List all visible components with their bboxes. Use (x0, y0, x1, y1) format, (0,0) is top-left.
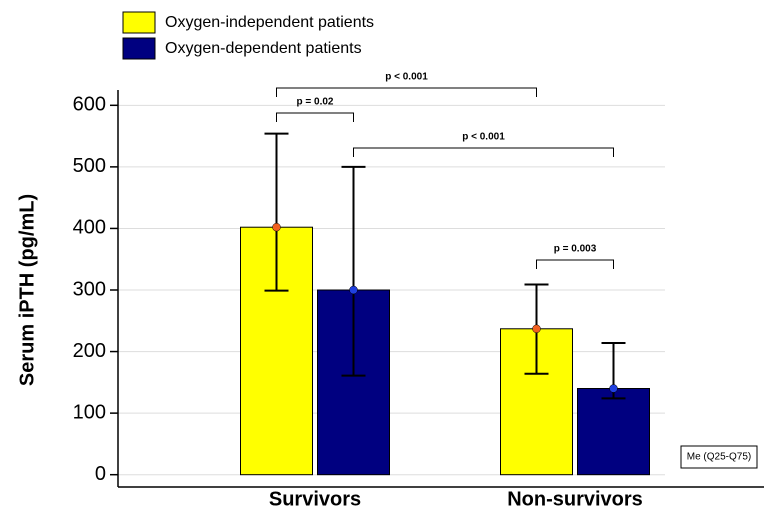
significance-bracket (276, 87, 537, 97)
annotation: p < 0.001 (385, 72, 428, 83)
annotation: p = 0.003 (554, 244, 597, 255)
median-marker (272, 222, 281, 232)
y-tick-label: 100 (73, 401, 106, 423)
x-tick-label: Survivors (269, 488, 361, 510)
annotation: p < 0.001 (462, 132, 505, 143)
note: Me (Q25-Q75) (687, 452, 751, 463)
x-tick-label: Non-survivors (507, 488, 643, 510)
y-tick-label: 400 (73, 217, 106, 239)
y-tick-label: 600 (73, 94, 106, 116)
y-tick-label: 200 (73, 340, 106, 362)
y-tick-label: 0 (95, 463, 106, 485)
y-axis-label: Serum iPTH (pg/mL) (16, 194, 38, 386)
median-marker (532, 324, 541, 334)
bar (577, 388, 650, 476)
note-box (680, 445, 758, 469)
median-marker (349, 285, 358, 295)
significance-bracket (353, 147, 614, 157)
y-tick-label: 300 (73, 278, 106, 300)
y-tick-label: 500 (73, 155, 106, 177)
annotation: p = 0.02 (297, 97, 334, 108)
legend-label: Oxygen-dependent patients (165, 40, 362, 57)
legend-swatch (122, 11, 156, 34)
significance-bracket (536, 259, 614, 269)
significance-bracket (276, 112, 354, 122)
legend-swatch (122, 37, 156, 60)
median-marker (609, 384, 618, 393)
legend-label: Oxygen-independent patients (165, 14, 374, 31)
